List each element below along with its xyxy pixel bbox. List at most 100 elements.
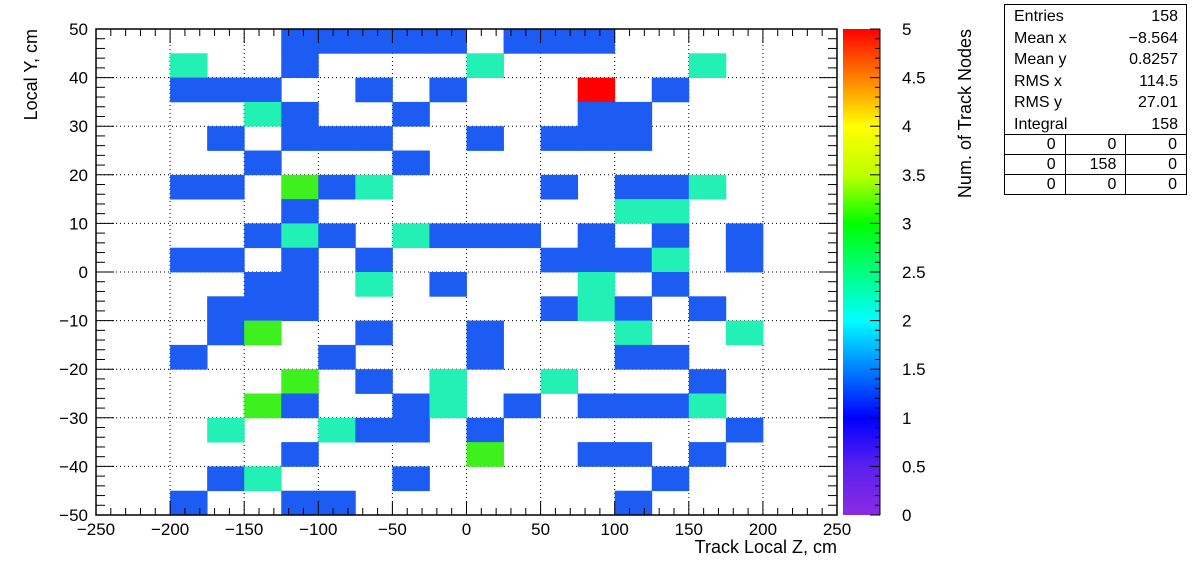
heatmap-cell [281,369,319,394]
heatmap-cell [466,417,504,443]
heatmap-cell [651,77,690,103]
y-tick-label: 40 [69,69,88,88]
heatmap-cell [170,490,208,516]
color-scale-title: Num. of Track Nodes [955,29,975,198]
heatmap-cell [281,442,319,467]
stat-value: 158 [1151,115,1178,133]
heatmap-cell [614,199,653,224]
heatmap-cell [577,442,616,467]
heatmap-cell [244,101,282,127]
heatmap-cell [577,29,616,54]
z-tick-label: 1.5 [902,360,926,379]
heatmap-cell [355,77,393,103]
y-tick-label: 30 [69,117,88,136]
heatmap-cell [429,29,467,54]
x-tick-label: −50 [378,520,407,539]
heatmap-cell [725,247,764,273]
heatmap-cell [244,393,282,419]
heatmap-cell [392,466,430,492]
z-tick-label: 0 [902,506,911,525]
heatmap-cell [429,77,467,103]
stat-value: −8.564 [1128,29,1178,47]
stat-label: Integral [1014,115,1068,133]
stat-label: RMS y [1014,94,1062,111]
x-axis-title: Track Local Z, cm [695,537,837,557]
stat-row-rms-x: RMS x 114.5 [1005,70,1186,92]
heatmap-cell [503,29,541,54]
heatmap-cell [688,393,727,419]
heatmap-cell [355,126,393,151]
z-tick-label: 1 [902,409,911,428]
heatmap-cell [281,174,319,200]
overflow-cell: 158 [1064,155,1126,174]
heatmap-cell [207,247,245,273]
overflow-cell: 0 [1046,176,1056,193]
y-tick-label: 20 [69,166,88,185]
heatmap-cell [281,272,319,297]
heatmap-cell [577,77,616,103]
x-tick-label: −150 [225,520,263,539]
heatmap-cell [540,247,579,273]
heatmap-cell [466,344,504,370]
heatmap-cell [614,247,653,273]
heatmap-cell [577,223,616,249]
heatmap-cell [466,223,504,249]
heatmap-cell [244,466,282,492]
stat-value: 0.8257 [1129,51,1178,68]
x-tick-labels: −250 −200 −150 −100 −50 0 50 100 150 200 250 [77,520,851,539]
heatmap-cell [614,296,653,321]
z-tick-label: 3.5 [902,166,926,185]
heatmap-cell [577,272,616,297]
y-tick-labels: −50 −40 −30 −20 −10 0 10 20 30 40 50 [59,20,88,525]
x-tick-label: 100 [601,520,629,539]
overflow-cell: 0 [1046,136,1056,153]
z-tick-label: 0.5 [902,457,926,476]
heatmap-cell [651,466,690,492]
heatmap-cell [688,53,727,78]
z-tick-label: 2 [902,312,911,331]
statistics-box: Entries 158 Mean x −8.564 Mean y 0.8257 RMS… [1004,4,1187,195]
overflow-cell: 0 [1064,135,1126,154]
heatmap-cell [355,369,393,394]
heatmap-cell [170,53,208,78]
heatmap-cell [318,174,356,200]
z-tick-label: 4 [902,117,911,136]
heatmap-cell [725,417,764,443]
stat-value: 114.5 [1139,72,1178,90]
heatmap-cell [207,77,245,103]
heatmap-cell [725,320,764,346]
y-tick-label: −50 [59,506,88,525]
x-tick-label: 0 [462,520,471,539]
heatmap-cell [651,247,690,273]
stat-row-integral: Integral 158 [1005,113,1186,135]
heatmap-cell [355,29,393,54]
heatmap-cell [540,126,579,151]
axis-ticks [95,28,838,516]
heatmap-cell [170,174,208,200]
overflow-row: 0 158 0 [1005,154,1186,174]
heatmap-cell [207,320,245,346]
heatmap-cell [392,150,430,176]
stat-label: Mean x [1014,29,1067,47]
x-tick-label: −250 [77,520,115,539]
heatmap-cell [429,393,467,419]
heatmap-cell [244,296,282,321]
y-tick-label: 50 [69,20,88,39]
heatmap-cell [577,247,616,273]
x-tick-label: 200 [749,520,777,539]
heatmap-cell [244,150,282,176]
heatmap-cell [503,223,541,249]
heatmap-cell [651,223,690,249]
heatmap-cell [170,344,208,370]
heatmap-cell [281,199,319,224]
overflow-cell: 0 [1046,156,1056,173]
heatmap-cell [207,466,245,492]
heatmap-cell [688,174,727,200]
heatmap-cell [540,29,579,54]
heatmap-cell [318,344,356,370]
heatmap-cell [244,272,282,297]
stat-label: Entries [1014,8,1064,25]
heatmap-cell [651,344,690,370]
heatmap-cell [244,320,282,346]
z-tick-label: 5 [902,20,911,39]
